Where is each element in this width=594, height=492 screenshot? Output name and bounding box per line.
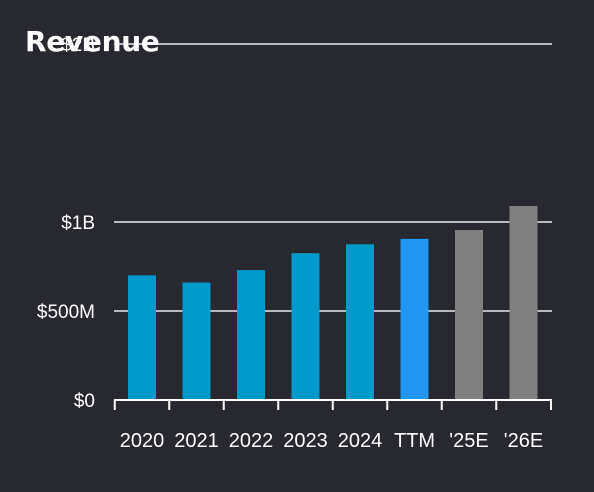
chart-title: Revenue bbox=[25, 25, 160, 58]
y-axis-labels: $0 $500M $1B $2B bbox=[37, 35, 95, 412]
x-tick-label: 2021 bbox=[174, 430, 219, 452]
bar-estimate bbox=[509, 205, 538, 400]
x-axis bbox=[113, 399, 552, 410]
x-tick-label: TTM bbox=[394, 430, 435, 452]
gridlines bbox=[114, 43, 552, 312]
y-tick-label: $1B bbox=[61, 213, 95, 234]
bar-actual bbox=[128, 275, 156, 400]
x-tick-label: 2022 bbox=[229, 430, 274, 452]
bar-actual bbox=[182, 282, 211, 400]
x-tick-label: '25E bbox=[449, 430, 488, 452]
x-tick-label: 2024 bbox=[338, 430, 383, 452]
bar-ttm bbox=[400, 238, 429, 400]
y-tick-label: $2B bbox=[61, 35, 95, 56]
bars bbox=[128, 205, 538, 400]
bar-actual bbox=[237, 270, 265, 400]
x-axis-labels: 2020 2021 2022 2023 2024 TTM '25E '26E bbox=[120, 430, 543, 452]
x-tick-label: '26E bbox=[504, 430, 543, 452]
y-tick-label: $0 bbox=[74, 391, 95, 412]
x-tick-label: 2020 bbox=[120, 430, 165, 452]
bar-estimate bbox=[455, 230, 483, 400]
x-tick-label: 2023 bbox=[283, 430, 328, 452]
bar-actual bbox=[291, 253, 320, 400]
y-tick-label: $500M bbox=[37, 302, 95, 323]
bar-actual bbox=[346, 244, 374, 400]
